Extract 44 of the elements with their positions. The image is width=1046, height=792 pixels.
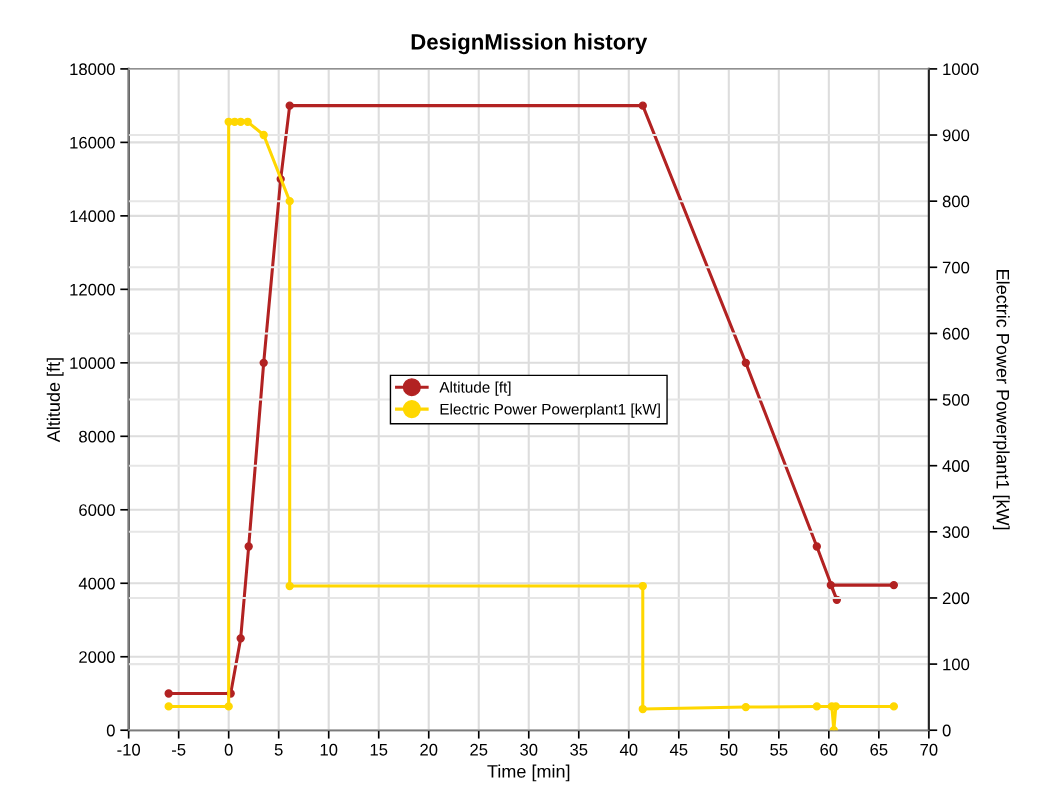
y2-tick-label: 200 [942, 592, 970, 605]
y-axis-title: Altitude [ft] [46, 358, 64, 443]
y2-tick-label: 800 [942, 195, 970, 208]
x-tick-label: 20 [420, 743, 438, 756]
y2-tick-label: 700 [942, 261, 970, 274]
y-tick-label: 2000 [79, 651, 115, 663]
y-tick-label: 12000 [70, 283, 115, 296]
y-tick-label: 10000 [70, 357, 115, 370]
x-tick-label: -5 [172, 744, 186, 756]
chart-title: DesignMission history [411, 33, 648, 55]
legend-label: Electric Power Powerplant1 [kW] [440, 403, 660, 418]
x-tick-label: 40 [619, 743, 638, 756]
legend-label: Altitude [ft] [439, 381, 511, 396]
y-tick-label: 4000 [78, 577, 115, 590]
y2-tick-label: 400 [942, 460, 970, 472]
y-tick-label: 8000 [79, 430, 115, 443]
x-tick-label: 55 [770, 744, 788, 756]
y2-tick-label: 1000 [943, 63, 979, 76]
x-tick-label: 25 [470, 743, 488, 756]
x-tick-label: 70 [920, 743, 938, 756]
x-tick-label: 0 [224, 743, 233, 756]
x-tick-label: 65 [870, 743, 888, 756]
y-tick-label: 0 [106, 724, 115, 737]
x-tick-label: 5 [274, 744, 283, 756]
y2-tick-label: 500 [942, 393, 970, 406]
y-tick-label: 16000 [70, 136, 115, 149]
x-tick-label: 10 [320, 743, 338, 756]
y2-tick-label: 600 [942, 327, 970, 340]
y2-tick-label: 900 [942, 129, 970, 142]
y2-tick-label: 300 [942, 526, 970, 539]
x-tick-label: 15 [370, 744, 388, 756]
x-tick-label: -10 [117, 743, 141, 756]
y-tick-label: 6000 [79, 504, 115, 516]
y-tick-label: 18000 [70, 63, 115, 76]
x-tick-label: 45 [669, 744, 688, 756]
x-tick-label: 30 [520, 743, 538, 756]
y2-tick-label: 100 [943, 658, 970, 671]
y-tick-label: 14000 [70, 210, 115, 223]
y2-tick-label: 0 [942, 724, 951, 737]
y2-axis-title: Electric Power Powerplant1 [kW] [992, 270, 1010, 530]
x-axis-title: Time [min] [487, 764, 570, 782]
x-tick-label: 60 [820, 743, 838, 756]
x-tick-label: 50 [720, 743, 738, 756]
x-tick-label: 35 [570, 743, 588, 756]
